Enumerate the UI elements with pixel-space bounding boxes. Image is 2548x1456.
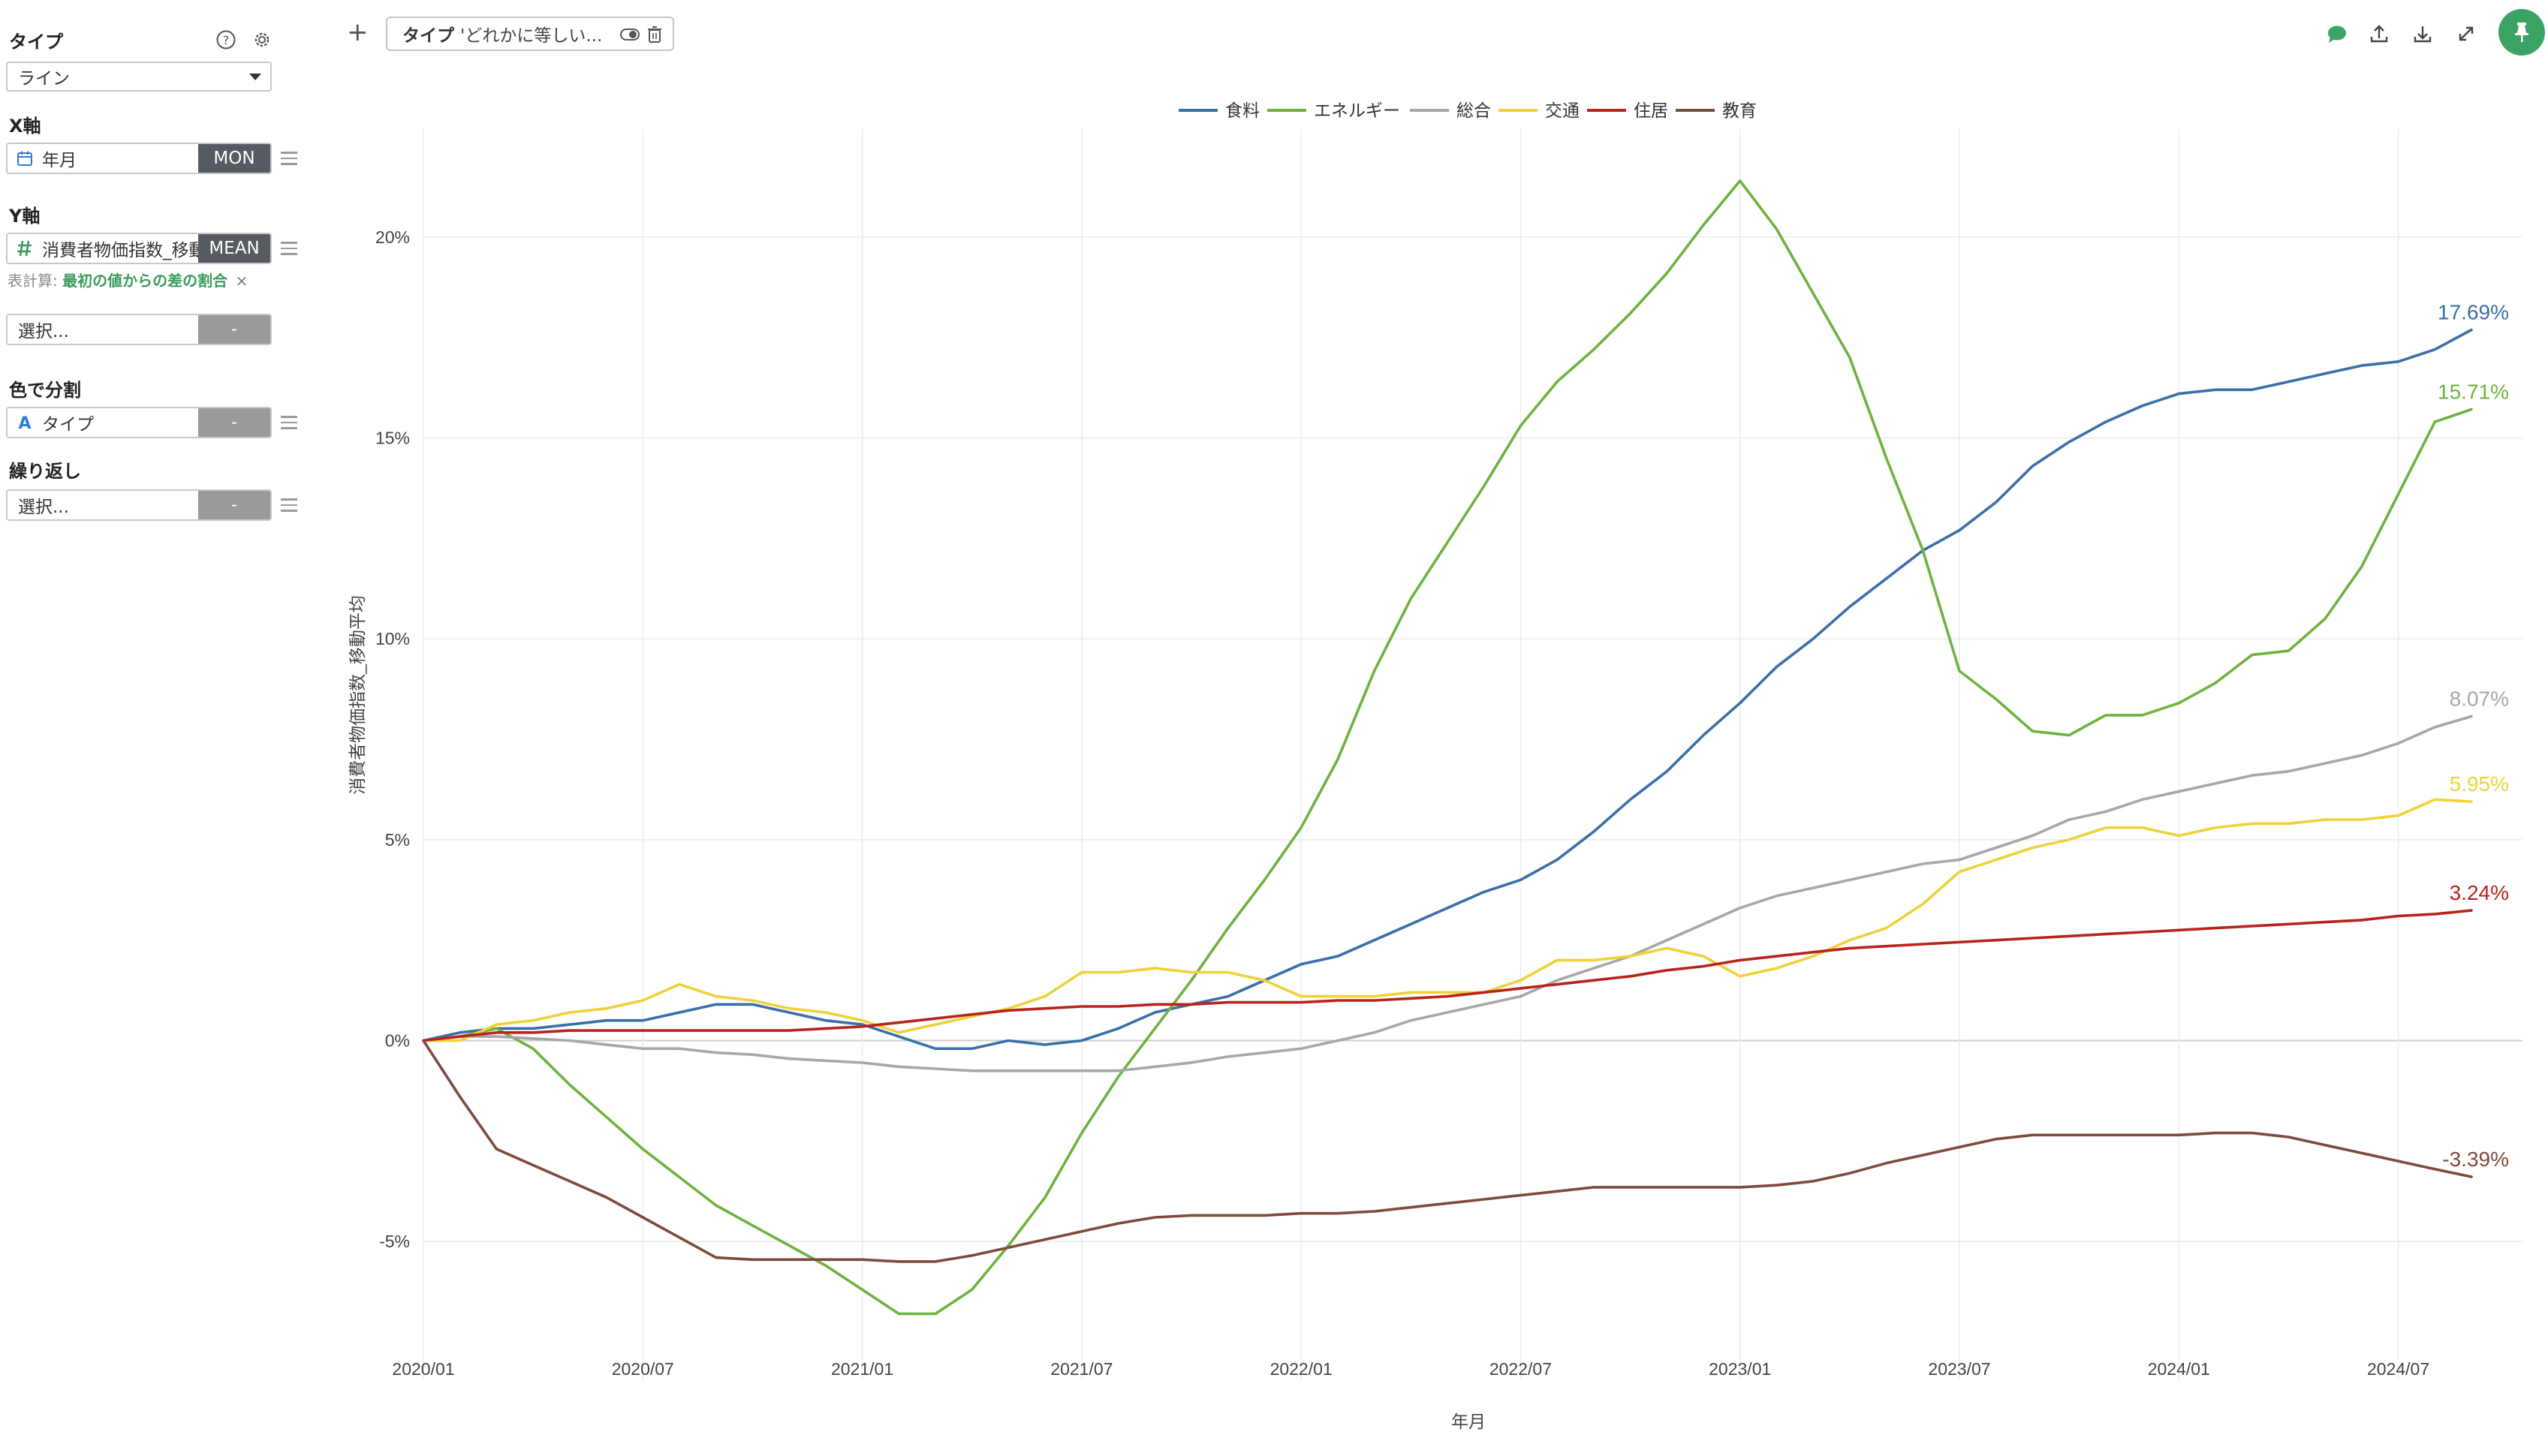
- color-split-field[interactable]: A タイプ -: [6, 407, 272, 438]
- filter-field-name: タイプ: [402, 26, 454, 46]
- y-tick-label: 5%: [385, 830, 410, 850]
- legend-item-label[interactable]: 教育: [1722, 101, 1757, 121]
- color-split-aggregation-button[interactable]: -: [198, 408, 270, 437]
- pin-icon[interactable]: [2498, 9, 2545, 56]
- legend-item-label[interactable]: 総合: [1456, 101, 1491, 121]
- extra-field-select[interactable]: 選択... -: [6, 314, 272, 345]
- series-line-教育: [422, 1039, 2473, 1263]
- repeat-field-placeholder: 選択...: [18, 498, 69, 517]
- legend-item-label[interactable]: 交通: [1545, 101, 1580, 121]
- y-axis-label: Y軸: [9, 206, 41, 227]
- chart-type-value: ライン: [18, 69, 70, 89]
- help-icon[interactable]: ?: [213, 27, 239, 53]
- chart-grid: -5% 0% 5% 10% 15% 20% 2020/01 2020/07 2021/01 202…: [375, 129, 2522, 1379]
- fullscreen-icon[interactable]: [2453, 21, 2479, 47]
- x-axis-field[interactable]: 年月 MON: [6, 143, 272, 174]
- filter-condition: 'どれかに等しい...: [460, 26, 603, 46]
- x-axis-title: 年月: [1451, 1412, 1486, 1431]
- repeat-label: 繰り返し: [9, 461, 81, 482]
- y-tick-label: 0%: [385, 1031, 410, 1051]
- line-chart: -5% 0% 5% 10% 15% 20% 2020/01 2020/07 2021/01 202…: [348, 101, 2522, 1431]
- table-calculation-note: 表計算: 最初の値からの差の割合 ×: [8, 269, 248, 290]
- color-split-field-name: タイプ: [42, 415, 94, 435]
- drag-handle-icon[interactable]: [281, 498, 297, 512]
- svg-text:?: ?: [223, 33, 230, 47]
- x-tick-label: 2020/07: [612, 1359, 674, 1379]
- x-axis-aggregation-button[interactable]: MON: [198, 144, 270, 173]
- x-tick-label: 2023/01: [1709, 1359, 1771, 1379]
- chart-type-select[interactable]: ライン: [6, 62, 272, 92]
- repeat-aggregation-button[interactable]: -: [198, 491, 270, 519]
- x-axis-label: X軸: [9, 116, 41, 137]
- series-line-住居: [422, 909, 2473, 1042]
- drag-handle-icon[interactable]: [281, 242, 297, 255]
- series-end-label: 3.24%: [2450, 881, 2509, 904]
- legend-item-label[interactable]: エネルギー: [1314, 101, 1400, 121]
- y-tick-label: -5%: [379, 1232, 410, 1251]
- delete-filter-icon[interactable]: [647, 26, 662, 48]
- y-tick-label: 20%: [375, 227, 410, 247]
- y-axis-title: 消費者物価指数_移動平均: [348, 595, 367, 795]
- chart-config-sidebar: タイプ ? ライン X軸 年月 MON Y軸 消費者物価指数_移動平均 MEAN…: [0, 0, 315, 1456]
- download-icon[interactable]: [2410, 21, 2435, 47]
- series-line-交通: [422, 798, 2473, 1042]
- x-tick-label: 2024/07: [2367, 1359, 2429, 1379]
- series-end-label: -3.39%: [2442, 1148, 2509, 1171]
- chart-type-label: タイプ: [9, 32, 63, 53]
- x-tick-label: 2020/01: [392, 1359, 454, 1379]
- table-calculation-value[interactable]: 最初の値からの差の割合: [62, 272, 228, 290]
- y-axis-field[interactable]: 消費者物価指数_移動平均 MEAN: [6, 233, 272, 264]
- chart-end-labels: 17.69% 15.71% 8.07% 5.95% 3.24% -3.39%: [2438, 300, 2509, 1170]
- y-axis-field-name: 消費者物価指数_移動平均: [42, 241, 198, 260]
- comment-icon[interactable]: [2324, 21, 2350, 47]
- table-calculation-key: 表計算:: [8, 272, 58, 290]
- settings-gear-icon[interactable]: [249, 27, 275, 53]
- legend-item-label[interactable]: 食料: [1225, 101, 1260, 121]
- color-split-label: 色で分割: [9, 380, 81, 401]
- series-line-エネルギー: [422, 179, 2473, 1316]
- toggle-visibility-icon[interactable]: [620, 27, 640, 47]
- legend-item-label[interactable]: 住居: [1634, 101, 1668, 121]
- drag-handle-icon[interactable]: [281, 152, 297, 165]
- filter-chip[interactable]: タイプ 'どれかに等しい...: [386, 17, 674, 51]
- x-tick-label: 2022/01: [1270, 1359, 1333, 1379]
- series-line-食料: [422, 328, 2473, 1050]
- series-end-label: 5.95%: [2450, 772, 2509, 796]
- x-tick-label: 2024/01: [2148, 1359, 2210, 1379]
- number-hash-icon: [8, 234, 42, 263]
- remove-calculation-icon[interactable]: ×: [235, 272, 248, 290]
- chevron-down-icon: [249, 74, 261, 80]
- extra-field-placeholder: 選択...: [18, 322, 69, 341]
- chart-series: [422, 179, 2473, 1316]
- y-tick-label: 10%: [375, 629, 410, 648]
- x-tick-label: 2022/07: [1489, 1359, 1552, 1379]
- calendar-icon: [8, 144, 42, 173]
- x-axis-field-name: 年月: [42, 151, 77, 170]
- svg-text:A: A: [18, 414, 31, 432]
- text-type-icon: A: [8, 408, 42, 437]
- series-end-label: 15.71%: [2438, 380, 2509, 403]
- series-end-label: 17.69%: [2438, 300, 2509, 323]
- y-axis-aggregation-button[interactable]: MEAN: [198, 234, 270, 263]
- x-tick-label: 2021/01: [831, 1359, 893, 1379]
- series-line-総合: [422, 714, 2473, 1072]
- add-filter-button[interactable]: +: [347, 17, 369, 47]
- x-tick-label: 2023/07: [1928, 1359, 1990, 1379]
- drag-handle-icon[interactable]: [281, 416, 297, 429]
- export-icon[interactable]: [2366, 21, 2392, 47]
- x-tick-label: 2021/07: [1050, 1359, 1113, 1379]
- chart-legend[interactable]: 食料 エネルギー 総合 交通 住居 教育: [1179, 101, 1757, 121]
- extra-aggregation-button[interactable]: -: [198, 315, 270, 344]
- series-end-label: 8.07%: [2450, 687, 2509, 710]
- repeat-field-select[interactable]: 選択... -: [6, 489, 272, 521]
- y-tick-label: 15%: [375, 429, 410, 448]
